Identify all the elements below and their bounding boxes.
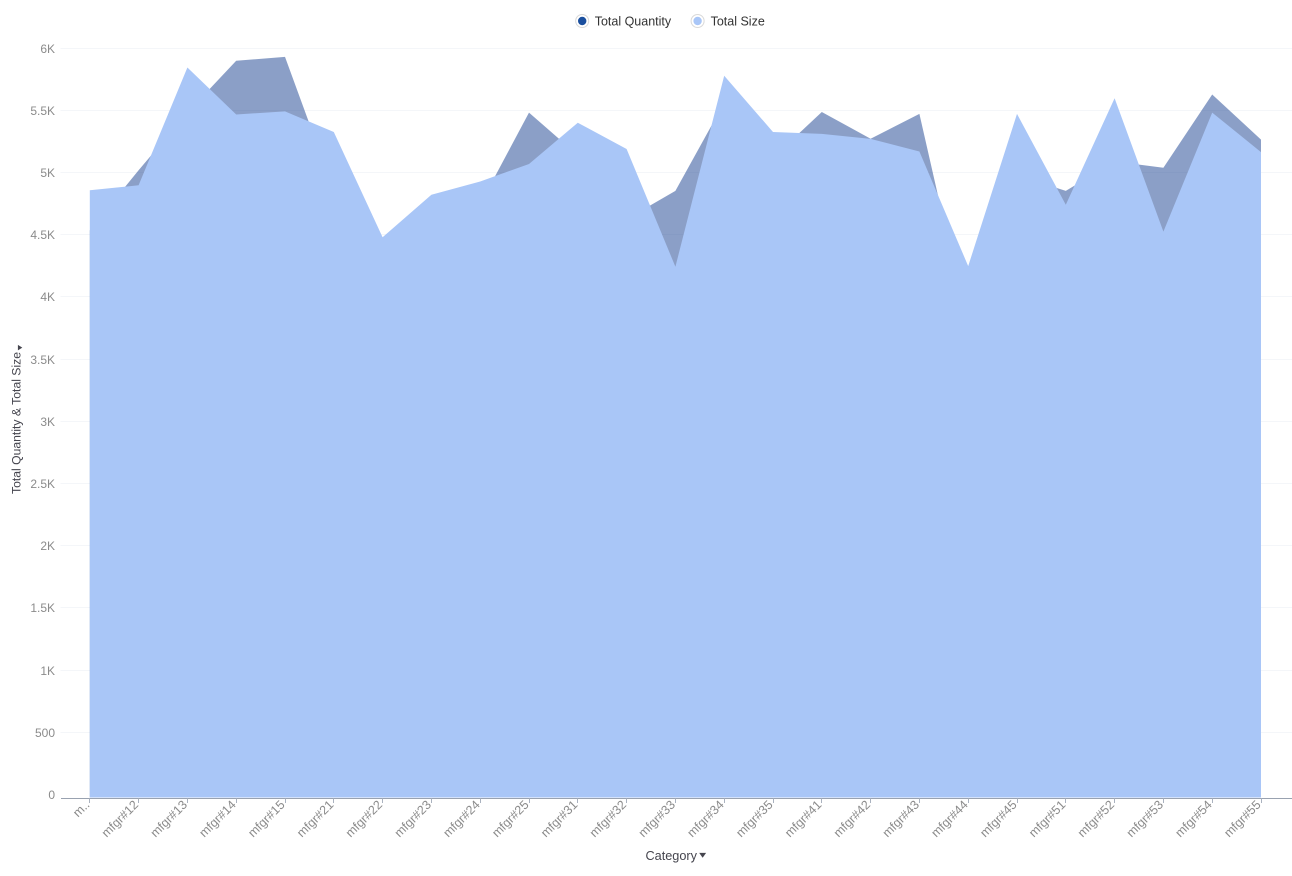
svg-text:mfgr#14: mfgr#14 xyxy=(196,798,238,840)
svg-text:mfgr#15: mfgr#15 xyxy=(245,798,287,840)
svg-text:1K: 1K xyxy=(40,664,55,678)
svg-text:mfgr#54: mfgr#54 xyxy=(1172,798,1214,840)
svg-text:mfgr#22: mfgr#22 xyxy=(343,798,385,840)
svg-text:mfgr#45: mfgr#45 xyxy=(977,798,1019,840)
svg-text:mfgr#23: mfgr#23 xyxy=(392,798,434,840)
svg-text:mfgr#35: mfgr#35 xyxy=(733,798,775,840)
svg-text:mfgr#55: mfgr#55 xyxy=(1221,798,1263,840)
svg-text:2.5K: 2.5K xyxy=(30,477,55,491)
svg-text:3K: 3K xyxy=(40,415,55,429)
svg-text:0: 0 xyxy=(48,788,55,802)
svg-text:Total Size: Total Size xyxy=(711,15,765,29)
svg-text:mfgr#51: mfgr#51 xyxy=(1026,798,1068,840)
svg-text:mfgr#13: mfgr#13 xyxy=(148,798,190,840)
svg-text:500: 500 xyxy=(35,726,55,740)
svg-text:mfgr#53: mfgr#53 xyxy=(1124,798,1166,840)
svg-text:4.5K: 4.5K xyxy=(30,228,55,242)
svg-text:mfgr#21: mfgr#21 xyxy=(294,798,336,840)
svg-text:mfgr#33: mfgr#33 xyxy=(636,798,678,840)
svg-text:mfgr#43: mfgr#43 xyxy=(880,798,922,840)
svg-text:mfgr#42: mfgr#42 xyxy=(831,798,873,840)
svg-text:3.5K: 3.5K xyxy=(30,353,55,367)
svg-text:6K: 6K xyxy=(40,42,55,56)
svg-text:4K: 4K xyxy=(40,290,55,304)
svg-text:2K: 2K xyxy=(40,539,55,553)
svg-text:mfgr#34: mfgr#34 xyxy=(684,798,726,840)
svg-text:mfgr#24: mfgr#24 xyxy=(440,798,482,840)
svg-text:mfgr#44: mfgr#44 xyxy=(928,798,970,840)
svg-text:Total Quantity: Total Quantity xyxy=(595,15,672,29)
svg-text:mfgr#25: mfgr#25 xyxy=(489,798,531,840)
svg-text:Category: Category xyxy=(646,849,698,863)
svg-text:mfgr#12: mfgr#12 xyxy=(99,798,141,840)
svg-text:Total Quantity & Total Size: Total Quantity & Total Size xyxy=(10,352,24,494)
svg-text:mfgr#52: mfgr#52 xyxy=(1075,798,1117,840)
svg-text:mfgr#31: mfgr#31 xyxy=(538,798,580,840)
svg-text:1.5K: 1.5K xyxy=(30,601,55,615)
svg-text:5K: 5K xyxy=(40,166,55,180)
svg-text:mfgr#41: mfgr#41 xyxy=(782,798,824,840)
svg-text:mfgr#32: mfgr#32 xyxy=(587,798,629,840)
svg-text:5.5K: 5.5K xyxy=(30,104,55,118)
